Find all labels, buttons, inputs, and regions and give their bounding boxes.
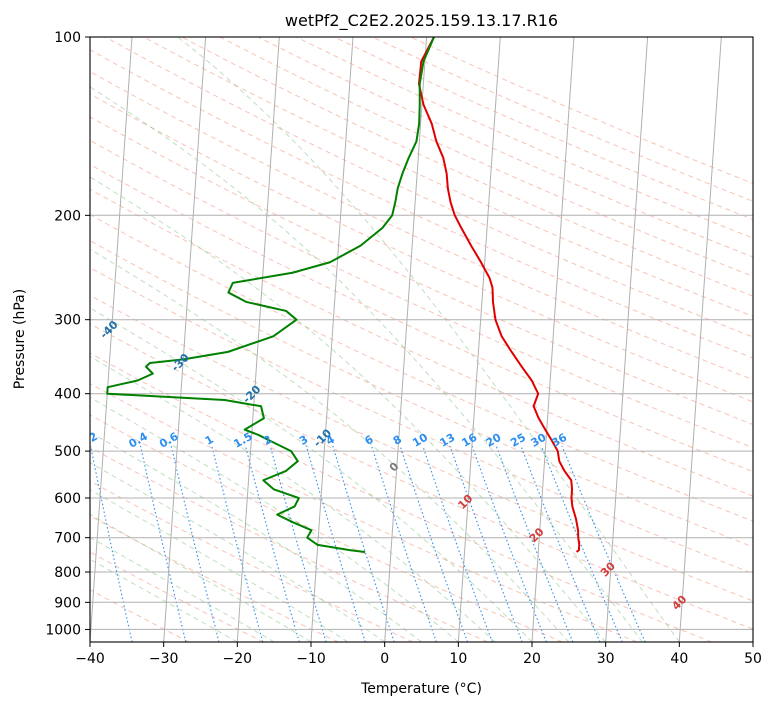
x-tick-label: 10 xyxy=(449,651,467,667)
y-tick-label: 800 xyxy=(54,565,81,581)
isotherm xyxy=(90,37,133,642)
moist-adiabat xyxy=(90,86,643,642)
x-tick-label: 50 xyxy=(744,651,762,667)
x-tick-label: 30 xyxy=(597,651,615,667)
x-tick-label: 0 xyxy=(380,651,389,667)
isotherm xyxy=(531,37,575,642)
dry-adiabat xyxy=(90,71,753,381)
moist-adiabat xyxy=(177,37,680,642)
plot-frame xyxy=(89,36,754,643)
y-tick-label: 400 xyxy=(54,387,81,403)
mixing-ratio-line xyxy=(449,445,523,642)
dry-adiabat xyxy=(90,414,563,642)
dry-adiabat xyxy=(90,139,753,449)
moist-adiabat xyxy=(90,396,459,642)
dry-adiabat xyxy=(90,214,753,522)
x-tick-label: −40 xyxy=(75,651,105,667)
mixing-ratio-line xyxy=(371,445,437,642)
y-tick-label: 600 xyxy=(54,491,81,507)
isotherm xyxy=(678,37,722,642)
mixing-ratio-line xyxy=(561,445,646,642)
dry-adiabat xyxy=(90,267,753,575)
dry-adiabat xyxy=(90,551,264,642)
moist-adiabat xyxy=(90,462,385,642)
moist-adiabat xyxy=(90,536,275,642)
y-tick-label: 900 xyxy=(54,595,81,611)
dry-adiabat xyxy=(90,589,190,642)
mixing-ratio-line xyxy=(305,445,366,642)
mixing-ratio-line xyxy=(139,445,187,642)
axes: −40 −30 −20 −10 0 10 20 30 40 50 100 200 300 400 500 60… xyxy=(45,30,762,667)
mixing-ratio-line xyxy=(399,445,469,642)
moist-adiabat xyxy=(90,248,570,642)
moist-adiabat xyxy=(90,355,496,642)
isotherm xyxy=(163,37,207,642)
dry-adiabat xyxy=(90,382,638,642)
mixing-ratio-line xyxy=(170,445,220,642)
x-tick-label: −20 xyxy=(223,651,253,667)
isotherm xyxy=(457,37,501,642)
background-lines xyxy=(90,37,753,642)
chart-title: wetPf2_C2E2.2025.159.13.17.R16 xyxy=(285,11,558,31)
dry-adiabat xyxy=(105,37,753,338)
dry-adiabat xyxy=(90,188,753,497)
isotherm xyxy=(236,37,280,642)
y-tick-label: 1000 xyxy=(45,622,81,638)
y-axis-label: Pressure (hPa) xyxy=(12,289,28,389)
y-tick-label: 300 xyxy=(54,313,81,329)
moist-adiabat xyxy=(90,558,238,642)
y-tick-label: 200 xyxy=(54,208,81,224)
x-axis-label: Temperature (°C) xyxy=(360,681,482,697)
moist-adiabat xyxy=(90,176,607,642)
dewpoint-profile xyxy=(106,37,435,553)
mixing-ratio-line xyxy=(244,445,300,642)
mixing-ratio-line xyxy=(269,445,327,642)
y-tick-label: 500 xyxy=(54,444,81,460)
dry-adiabat xyxy=(90,446,488,642)
mixing-ratio-label: 0.2 xyxy=(77,430,100,451)
dry-adiabat xyxy=(90,352,712,642)
y-tick-label: 100 xyxy=(54,30,81,46)
dry-adiabat xyxy=(90,480,414,642)
dry-adiabat xyxy=(90,240,753,548)
isotherm xyxy=(310,37,354,642)
x-tick-label: 40 xyxy=(670,651,688,667)
isotherm xyxy=(384,37,428,642)
mixing-ratio-line xyxy=(211,445,264,642)
dry-adiabat xyxy=(181,37,753,297)
x-tick-label: −10 xyxy=(296,651,326,667)
x-tick-label: −30 xyxy=(149,651,179,667)
mixing-ratio-line xyxy=(422,445,493,642)
mixing-ratio-line xyxy=(90,445,133,642)
dry-adiabat xyxy=(90,294,753,602)
temperature-profile xyxy=(417,37,581,553)
moist-adiabat xyxy=(90,431,422,642)
x-tick-label: 20 xyxy=(523,651,541,667)
isotherm xyxy=(605,37,649,642)
y-tick-label: 700 xyxy=(54,531,81,547)
profile-lines xyxy=(106,37,581,553)
